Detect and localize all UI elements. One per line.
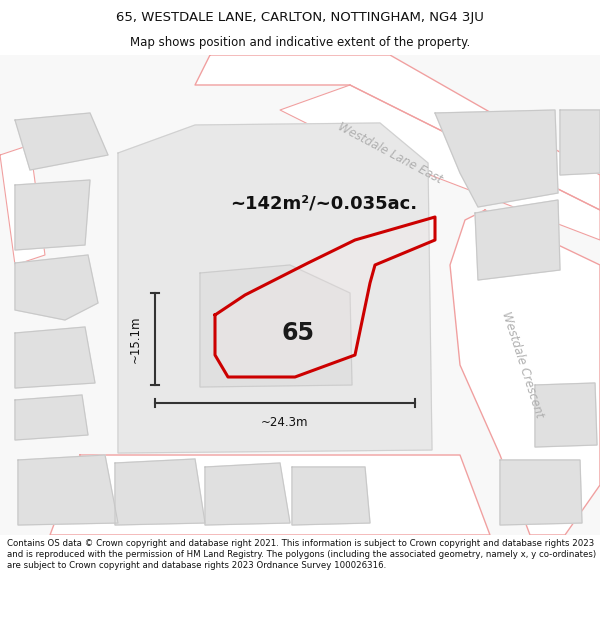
Polygon shape — [450, 210, 600, 535]
Polygon shape — [15, 255, 98, 320]
Polygon shape — [0, 145, 45, 265]
Text: Contains OS data © Crown copyright and database right 2021. This information is : Contains OS data © Crown copyright and d… — [7, 539, 596, 571]
Polygon shape — [280, 85, 600, 240]
Polygon shape — [15, 180, 90, 250]
Polygon shape — [118, 123, 432, 453]
Text: ~24.3m: ~24.3m — [261, 416, 309, 429]
Polygon shape — [18, 455, 118, 525]
Text: 65: 65 — [281, 321, 314, 345]
Text: ~15.1m: ~15.1m — [128, 315, 142, 362]
Polygon shape — [560, 110, 600, 175]
Polygon shape — [292, 467, 370, 525]
Polygon shape — [0, 55, 600, 535]
Polygon shape — [200, 265, 352, 387]
Polygon shape — [205, 463, 290, 525]
Polygon shape — [475, 200, 560, 280]
Polygon shape — [195, 55, 600, 210]
Polygon shape — [500, 460, 582, 525]
Text: Map shows position and indicative extent of the property.: Map shows position and indicative extent… — [130, 36, 470, 49]
Text: 65, WESTDALE LANE, CARLTON, NOTTINGHAM, NG4 3JU: 65, WESTDALE LANE, CARLTON, NOTTINGHAM, … — [116, 11, 484, 24]
Text: Westdale Lane East: Westdale Lane East — [335, 120, 445, 186]
Polygon shape — [15, 327, 95, 388]
Polygon shape — [535, 383, 597, 447]
Polygon shape — [215, 217, 435, 377]
Polygon shape — [15, 395, 88, 440]
Text: Westdale Crescent: Westdale Crescent — [499, 310, 545, 420]
Polygon shape — [115, 459, 205, 525]
Polygon shape — [15, 113, 108, 170]
Polygon shape — [435, 110, 558, 207]
Text: ~142m²/~0.035ac.: ~142m²/~0.035ac. — [230, 194, 417, 212]
Polygon shape — [50, 455, 490, 535]
